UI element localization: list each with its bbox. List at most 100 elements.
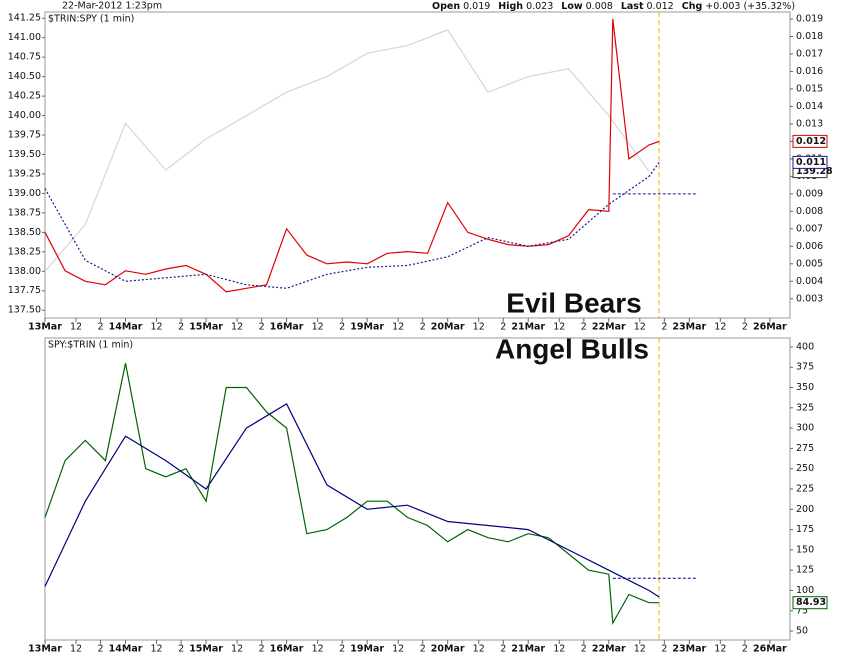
y-tick-label: 139.00 bbox=[8, 188, 41, 199]
y-tick-label: 400 bbox=[796, 341, 814, 352]
y-tick-label: 139.25 bbox=[8, 168, 41, 179]
y-tick-label: 350 bbox=[796, 382, 814, 393]
end-label: 84.93 bbox=[796, 597, 826, 608]
x-tick-label: 26Mar bbox=[753, 644, 787, 655]
x-tick-label: 12 bbox=[312, 644, 324, 655]
quote: Open 0.019 High 0.023 Low 0.008 Last 0.012 Chg +0… bbox=[432, 1, 795, 12]
x-tick-label: 23Mar bbox=[672, 644, 706, 655]
y-tick-label: 100 bbox=[796, 585, 814, 596]
y2-tick-label: 0.008 bbox=[796, 206, 823, 217]
quote-value: 0.008 bbox=[586, 1, 613, 12]
y-tick-label: 375 bbox=[796, 362, 814, 373]
x-tick-label: 21Mar bbox=[511, 322, 545, 333]
y2-tick-label: 0.007 bbox=[796, 223, 823, 234]
x-tick-label: 2 bbox=[500, 644, 506, 655]
x-tick-label: 12 bbox=[231, 322, 243, 333]
x-tick-label: 2 bbox=[178, 322, 184, 333]
x-tick-label: 12 bbox=[634, 644, 646, 655]
quote-value: 0.012 bbox=[647, 1, 674, 12]
y-tick-label: 138.50 bbox=[8, 227, 41, 238]
x-tick-label: 12 bbox=[312, 322, 324, 333]
series-line bbox=[44, 18, 660, 293]
y-tick-label: 141.25 bbox=[8, 13, 41, 24]
x-tick-label: 2 bbox=[339, 644, 345, 655]
x-tick-label: 2 bbox=[259, 644, 265, 655]
x-tick-label: 19Mar bbox=[350, 322, 384, 333]
series-line bbox=[44, 363, 660, 625]
quote-value: 0.019 bbox=[463, 1, 490, 12]
panel-label: SPY:$TRIN (1 min) bbox=[48, 340, 133, 351]
y-tick-label: 137.75 bbox=[8, 285, 41, 296]
y2-tick-label: 0.009 bbox=[796, 188, 823, 199]
series-line bbox=[44, 402, 660, 598]
panel-label: $TRIN:SPY (1 min) bbox=[48, 14, 134, 25]
end-label-box bbox=[792, 596, 828, 610]
x-tick-label: 20Mar bbox=[431, 644, 465, 655]
x-tick-label: 2 bbox=[581, 644, 587, 655]
end-label: 0.011 bbox=[796, 157, 826, 168]
end-label-box bbox=[792, 155, 828, 169]
x-tick-label: 22Mar bbox=[592, 322, 626, 333]
x-tick-label: 19Mar bbox=[350, 644, 384, 655]
x-tick-label: 2 bbox=[661, 644, 667, 655]
x-tick-label: 12 bbox=[151, 322, 163, 333]
series-line bbox=[44, 162, 660, 289]
annotation: Evil Bears bbox=[506, 287, 641, 318]
y-tick-label: 250 bbox=[796, 463, 814, 474]
y-tick-label: 139.50 bbox=[8, 149, 41, 160]
end-label: 139.28 bbox=[796, 166, 833, 177]
x-tick-label: 12 bbox=[634, 322, 646, 333]
quote-label: Last bbox=[621, 1, 644, 12]
x-tick-label: 14Mar bbox=[109, 322, 143, 333]
x-tick-label: 12 bbox=[553, 322, 565, 333]
x-tick-label: 2 bbox=[420, 644, 426, 655]
x-tick-label: 2 bbox=[98, 644, 104, 655]
x-tick-label: 2 bbox=[420, 322, 426, 333]
x-tick-label: 22Mar bbox=[592, 644, 626, 655]
x-tick-label: 15Mar bbox=[189, 322, 223, 333]
x-tick-label: 15Mar bbox=[189, 644, 223, 655]
y-tick-label: 137.50 bbox=[8, 305, 41, 316]
y2-tick-label: 0.006 bbox=[796, 241, 823, 252]
quote-label: Open bbox=[432, 1, 460, 12]
y-tick-label: 139.75 bbox=[8, 130, 41, 141]
x-tick-label: 2 bbox=[178, 644, 184, 655]
y2-tick-label: 0.015 bbox=[796, 83, 823, 94]
y2-tick-label: 0.019 bbox=[796, 13, 823, 24]
x-tick-label: 12 bbox=[473, 322, 485, 333]
x-tick-label: 12 bbox=[392, 644, 404, 655]
y2-tick-label: 0.018 bbox=[796, 31, 823, 42]
x-tick-label: 12 bbox=[714, 644, 726, 655]
y-tick-label: 140.00 bbox=[8, 110, 41, 121]
y-tick-label: 140.50 bbox=[8, 71, 41, 82]
y-tick-label: 138.00 bbox=[8, 266, 41, 277]
x-tick-label: 12 bbox=[151, 644, 163, 655]
quote-label: Low bbox=[561, 1, 583, 12]
y-tick-label: 140.75 bbox=[8, 52, 41, 63]
x-tick-label: 2 bbox=[98, 322, 104, 333]
annotation: Angel Bulls bbox=[495, 333, 649, 364]
y-tick-label: 50 bbox=[796, 626, 808, 637]
end-label: 0.012 bbox=[796, 136, 826, 147]
y-tick-label: 200 bbox=[796, 504, 814, 515]
series-line bbox=[44, 29, 650, 272]
x-tick-label: 2 bbox=[259, 322, 265, 333]
y2-tick-label: 0.014 bbox=[796, 101, 823, 112]
chart-title: 22-Mar-2012 1:23pm bbox=[62, 1, 162, 12]
y-tick-label: 175 bbox=[796, 524, 814, 535]
x-tick-label: 12 bbox=[231, 644, 243, 655]
x-tick-label: 26Mar bbox=[753, 322, 787, 333]
y-tick-label: 138.25 bbox=[8, 246, 41, 257]
quote-label: Chg bbox=[682, 1, 703, 12]
x-tick-label: 2 bbox=[661, 322, 667, 333]
y-tick-label: 325 bbox=[796, 402, 814, 413]
x-tick-label: 21Mar bbox=[511, 644, 545, 655]
x-tick-label: 12 bbox=[70, 322, 82, 333]
y-tick-label: 75 bbox=[796, 605, 808, 616]
y-tick-label: 150 bbox=[796, 544, 814, 555]
x-tick-label: 12 bbox=[553, 644, 565, 655]
x-tick-label: 12 bbox=[70, 644, 82, 655]
y2-tick-label: 0.005 bbox=[796, 258, 823, 269]
